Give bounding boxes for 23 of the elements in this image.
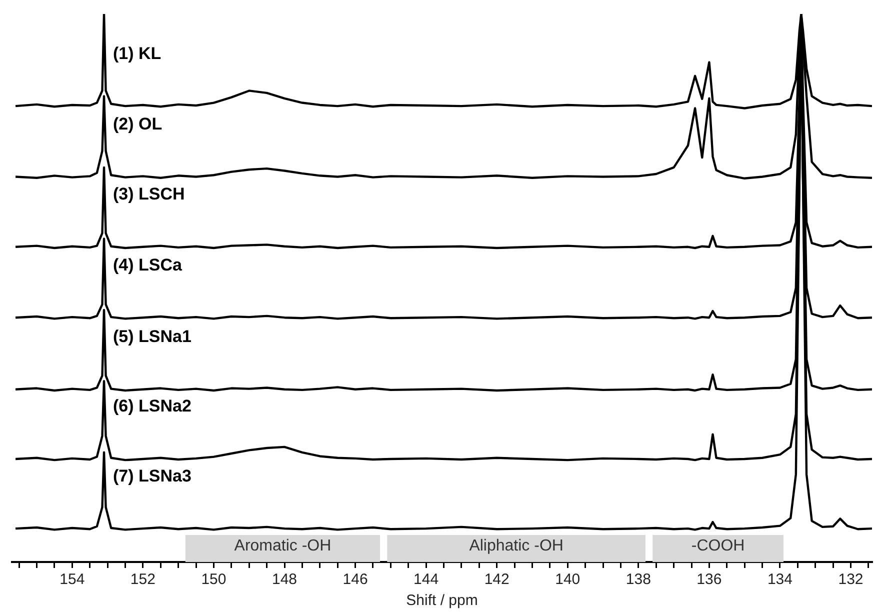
series-label: (1) KL [113, 44, 162, 63]
x-tick-label: 138 [626, 571, 651, 588]
x-tick-label: 136 [696, 571, 722, 588]
series-label: (5) LSNa1 [113, 327, 192, 346]
band-label: Aromatic -OH [234, 537, 332, 554]
series-label: (7) LSNa3 [113, 466, 192, 486]
series-label: (4) LSCa [113, 255, 183, 274]
band-label: -COOH [691, 537, 745, 554]
series-label: (6) LSNa2 [113, 396, 192, 416]
x-tick-label: 144 [414, 571, 439, 588]
x-tick-label: 146 [342, 571, 368, 588]
x-tick-label: 140 [555, 571, 580, 588]
x-tick-label: 142 [484, 571, 510, 588]
x-tick-label: 132 [838, 571, 864, 588]
x-tick-label: 150 [201, 571, 226, 588]
band-label: Aliphatic -OH [469, 537, 564, 554]
series-label: (3) LSCH [113, 184, 185, 204]
x-tick-label: 134 [767, 571, 792, 588]
x-tick-label: 154 [60, 571, 85, 588]
x-tick-label: 148 [272, 571, 298, 588]
x-tick-label: 152 [130, 571, 156, 588]
x-axis-title: Shift / ppm [406, 592, 478, 610]
series-label: (2) OL [113, 114, 162, 134]
